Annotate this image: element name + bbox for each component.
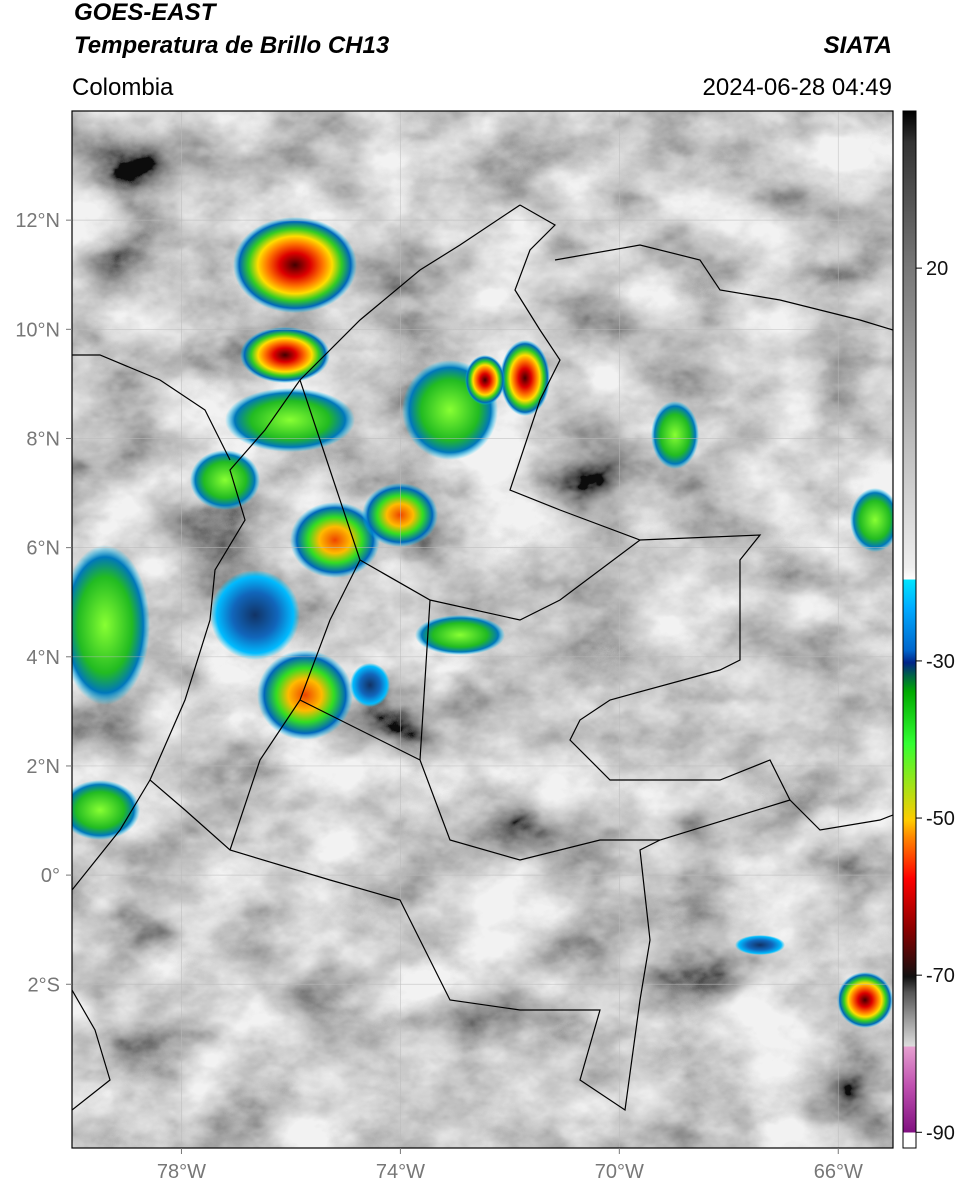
x-tick-label: 74°W <box>376 1161 425 1183</box>
storm-cell <box>72 545 150 705</box>
source: SIATA <box>824 32 892 59</box>
colorbar-tick-label: -50 <box>926 808 955 830</box>
x-tick-label: 78°W <box>157 1161 206 1183</box>
colorbar-tick-label: -70 <box>926 965 955 987</box>
y-tick-label: 0° <box>41 865 60 887</box>
venezuela-coast <box>554 244 893 331</box>
axis-labels: 78°W 74°W 70°W 66°W 12°N 10°N 8°N 6°N 4°N 2°N 0° 2°… <box>15 210 863 1183</box>
title: GOES-EAST <box>74 0 218 26</box>
region: Colombia <box>72 74 174 101</box>
storm-cell <box>465 355 505 405</box>
storm-cell <box>225 388 355 452</box>
map-frame <box>71 110 894 1149</box>
storm-cell <box>850 488 893 552</box>
y-tick-label: 4°N <box>26 647 60 669</box>
colorbar-tick-label: -30 <box>926 651 955 673</box>
panama-coast <box>72 354 231 461</box>
storm-cell <box>500 340 550 416</box>
storm-cell <box>837 972 893 1028</box>
internal-borders <box>229 379 660 861</box>
colombia-border <box>149 204 893 1112</box>
colorbar-ticks: 20 -30 -50 -70 -90 <box>916 258 955 1144</box>
y-tick-label: 12°N <box>15 210 60 232</box>
colorbar-tick-label: 20 <box>926 258 948 280</box>
storm-cell <box>415 615 505 655</box>
x-tick-label: 70°W <box>595 1161 644 1183</box>
x-tick-label: 66°W <box>814 1161 863 1183</box>
storm-cell <box>210 570 300 660</box>
borders <box>72 204 893 1112</box>
storm-cell <box>350 663 390 707</box>
storm-cell <box>290 502 380 578</box>
colorbar <box>902 110 917 1149</box>
y-tick-label: 2°N <box>26 756 60 778</box>
storm-cell <box>735 935 785 955</box>
storm-cell <box>362 483 438 547</box>
y-tick-label: 6°N <box>26 538 60 560</box>
pacific-coast <box>72 779 151 1111</box>
storm-cell <box>651 401 699 469</box>
storm-cell <box>257 650 353 740</box>
y-tick-label: 10°N <box>15 319 60 341</box>
convective-cells <box>72 217 893 1028</box>
y-tick-label: 8°N <box>26 428 60 450</box>
storm-cell <box>240 327 330 383</box>
storm-cell <box>233 217 357 313</box>
map-image <box>72 111 893 1148</box>
subtitle: Temperatura de Brillo CH13 <box>74 32 390 59</box>
y-tick-label: 2°S <box>28 974 60 996</box>
storm-cell <box>190 450 260 510</box>
colorbar-tick-label: -90 <box>926 1122 955 1144</box>
timestamp: 2024-06-28 04:49 <box>703 74 893 101</box>
